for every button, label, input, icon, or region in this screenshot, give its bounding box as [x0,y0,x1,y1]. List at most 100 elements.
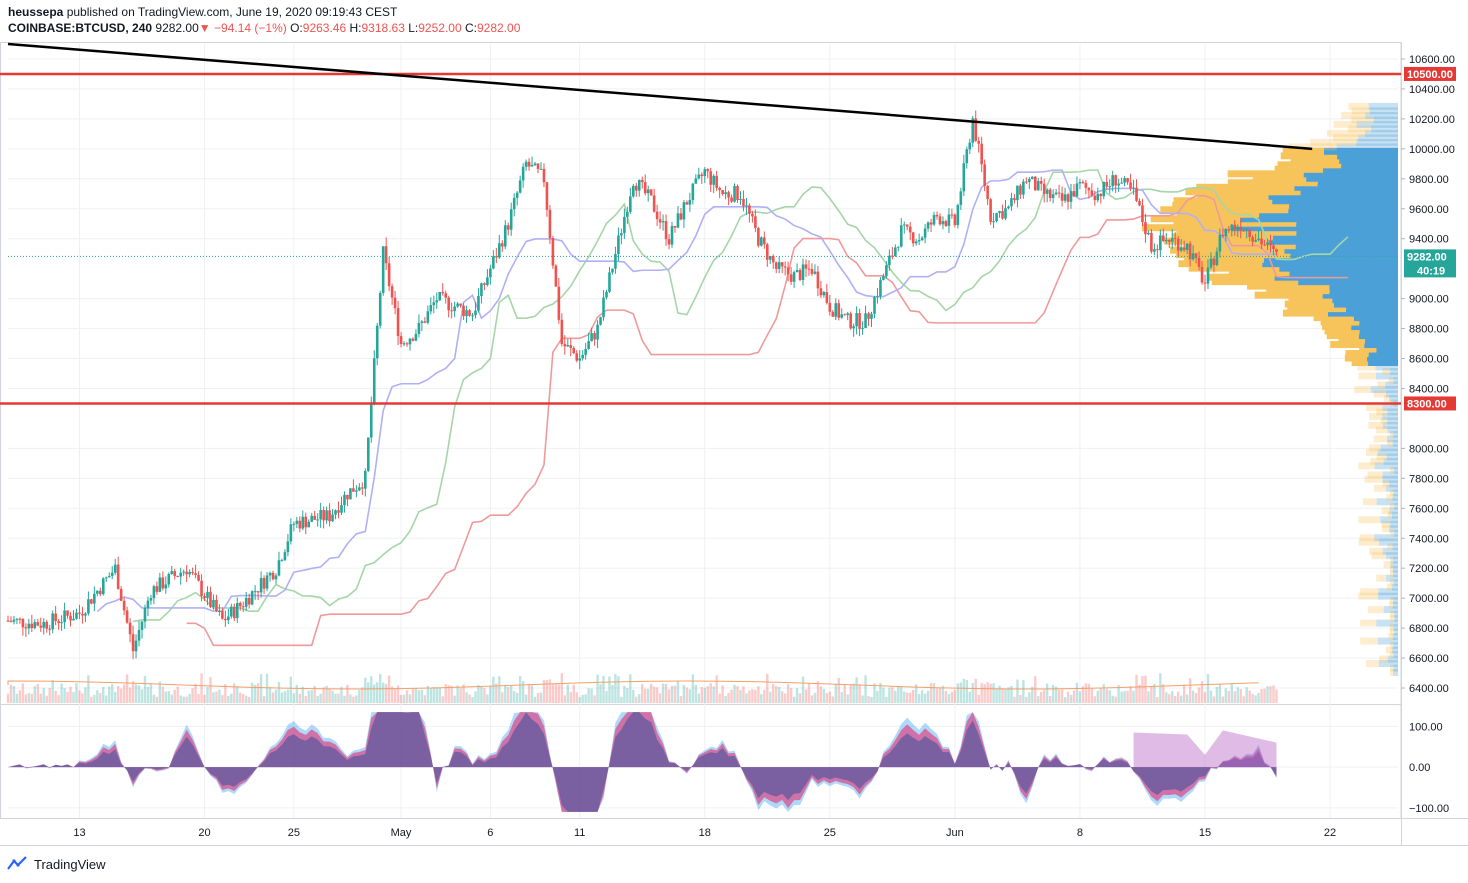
volume-bar [816,681,820,703]
candle-body [905,224,909,227]
candle-body [697,174,701,179]
y-tick-label: 10000.00 [1409,144,1455,156]
y-tick-label: 7400.00 [1409,533,1449,545]
candle-body [685,202,689,205]
volume-bar [644,688,647,703]
volume-profile-down-bar [1322,323,1352,331]
candle-body [42,621,46,628]
candle-body [873,297,876,314]
volume-bar [587,688,590,703]
volume-bar [691,674,695,703]
candle-body [221,610,224,619]
candle-body [989,199,992,222]
y-tick-label: 9800.00 [1409,174,1449,186]
publisher-name[interactable]: heussepa [8,5,64,19]
candle-body [858,313,861,329]
volume-profile-down-bar [1170,246,1285,254]
trendline[interactable] [7,42,1313,151]
candle-body [1048,189,1052,198]
candle-body [426,311,430,323]
candle-body [536,163,540,169]
volume-bar [239,692,242,703]
volume-bar [161,686,165,703]
volume-bar [858,684,861,703]
volume-bar [1236,687,1239,703]
candlestick-series[interactable] [6,110,1278,660]
volume-bar [807,683,811,703]
candle-body [765,244,769,260]
volume-bar [1177,691,1180,703]
volume-bar [906,692,909,703]
candle-body [637,179,641,191]
volume-bar [253,684,257,703]
symbol-name[interactable]: COINBASE:BTCUSD [8,21,126,35]
volume-bar [453,695,456,703]
y-tick-label: 9600.00 [1409,204,1449,216]
candle-body [706,169,710,172]
volume-bar [289,676,293,703]
volume-bar [69,686,72,703]
volume-bar [105,695,108,703]
volume-bar [557,684,561,703]
volume-profile-down-bar [1390,565,1393,573]
volume-bar [507,687,510,703]
interval-label[interactable]: 240 [132,21,153,35]
volume-profile-up-bar [1394,502,1398,510]
volume-bar [12,686,16,703]
candle-body [998,211,1001,214]
volume-bar [1025,696,1028,703]
candle-body [780,262,784,267]
volume-bar [426,685,430,703]
volume-profile-up-bar [1375,363,1398,371]
candle-body [170,571,174,574]
volume-bar [96,690,99,703]
candle-body [908,226,912,233]
candle-body [9,620,13,622]
horizontal-levels[interactable]: 10500.00 8300.00 9282.00 40:19 [0,66,1456,411]
volume-bar [599,684,602,703]
price-change: −94.14 (−1%) [214,21,287,35]
volume-profile-down-bar [1188,264,1280,272]
candle-body [754,216,757,228]
candle-body [167,573,171,585]
volume-bar [173,689,176,703]
volume-bar [980,683,983,703]
candle-body [661,221,665,223]
candle-body [727,192,730,198]
volume-profile-up-bar [1393,430,1398,438]
candle-body [280,560,284,562]
volume-bar [950,691,954,703]
candle-body [563,343,567,347]
volume-bar [233,683,236,703]
candle-body [289,524,293,542]
volume-bar [986,682,989,703]
volume-bar [518,676,522,703]
volume-profile-up-bar [1374,462,1398,470]
volume-bar [113,691,117,703]
candle-body [733,185,736,202]
volume-bar [465,692,468,703]
volume-bar [1138,684,1141,703]
candle-body [268,572,272,576]
y-tick-label: 8800.00 [1409,324,1449,336]
candle-body [789,274,793,282]
volume-bar [131,681,135,703]
volume-bar [256,683,260,703]
volume-bar [810,695,814,703]
candle-body [1072,191,1076,197]
volume-bar [1191,690,1195,703]
volume-profile-down-bar [1287,305,1347,313]
tradingview-footer[interactable]: TradingView [6,853,106,875]
volume-bar [274,689,278,703]
volume-profile-down-bar [1358,538,1380,546]
candle-body [143,608,147,622]
candle-body [1147,232,1150,235]
candle-body [923,228,927,238]
volume-bar [125,674,129,703]
volume-bar [164,691,168,703]
volume-bar [203,694,206,703]
volume-profile-down-bar [1288,143,1337,151]
x-tick-label: 22 [1324,827,1336,839]
volume-bar [441,696,444,703]
